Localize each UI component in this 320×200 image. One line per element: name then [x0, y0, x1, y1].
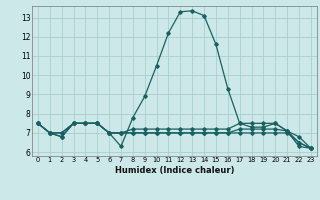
X-axis label: Humidex (Indice chaleur): Humidex (Indice chaleur): [115, 166, 234, 175]
